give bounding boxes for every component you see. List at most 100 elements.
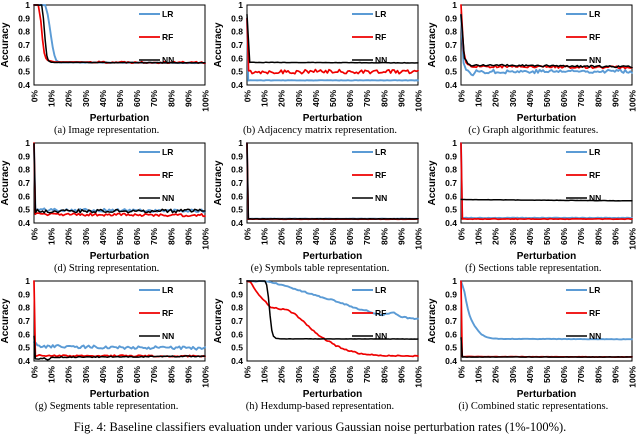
- x-tick-label: 80%: [166, 228, 176, 245]
- x-tick-label: 70%: [576, 90, 586, 107]
- y-tick-label: 1: [25, 138, 30, 148]
- y-axis-label: Accuracy: [213, 298, 224, 343]
- chart-f: 1 0.9 0.8 0.7 0.6 0.5 0.4 0% 10% 20% 30% 40% 50% 60% 7…: [427, 138, 640, 263]
- legend-label-NN: NN: [375, 331, 387, 341]
- x-tick-label: 60%: [132, 228, 142, 245]
- plot-border: [33, 4, 206, 86]
- subplot-g: 1 0.9 0.8 0.7 0.6 0.5 0.4 0% 10% 20% 30% 40% 50% 60% 7…: [0, 276, 213, 414]
- y-tick-label: 0.5: [18, 205, 30, 215]
- subplot-caption-h: (h) Hexdump-based representation.: [245, 401, 395, 412]
- y-tick-label: 0.5: [445, 205, 457, 215]
- x-axis-label: Perturbation: [516, 251, 575, 262]
- y-axis-label: Accuracy: [0, 160, 11, 205]
- y-tick-label: 0.7: [232, 40, 244, 50]
- y-tick-label: 0.9: [445, 289, 457, 299]
- series-RF-line: [246, 17, 420, 75]
- x-tick-label: 90%: [183, 228, 193, 245]
- series-LR-line: [33, 4, 206, 65]
- legend-label-NN: NN: [375, 193, 387, 203]
- x-tick-label: 80%: [166, 366, 176, 383]
- x-tick-label: 30%: [294, 228, 304, 245]
- y-tick-label: 0.8: [445, 27, 457, 37]
- x-tick-label: 30%: [507, 228, 517, 245]
- x-tick-label: 70%: [363, 228, 373, 245]
- y-tick-label: 0.5: [445, 343, 457, 353]
- y-tick-label: 0.5: [232, 67, 244, 77]
- subplot-d: 1 0.9 0.8 0.7 0.6 0.5 0.4 0% 10% 20% 30% 40% 50% 60% 7…: [0, 138, 213, 276]
- subplot-caption-c: (c) Graph algorithmic features.: [468, 125, 599, 136]
- series-NN-line: [246, 142, 420, 220]
- chart-svg: 1 0.9 0.8 0.7 0.6 0.5 0.40% 10% 20% 30% 40% 50% 60% 7…: [0, 276, 211, 400]
- x-tick-label: 40%: [98, 228, 108, 245]
- x-tick-label: 100%: [414, 366, 424, 388]
- x-tick-label: 70%: [363, 90, 373, 107]
- subplot-i: 1 0.9 0.8 0.7 0.6 0.5 0.4 0% 10% 20% 30% 40% 50% 60% 7…: [427, 276, 640, 414]
- x-tick-label: 10%: [47, 228, 57, 245]
- series-NN-line: [459, 14, 633, 69]
- series-RF-line: [246, 280, 420, 358]
- series-LR-line: [246, 142, 420, 220]
- series-NN-line: [33, 143, 206, 214]
- y-tick-label: 0.9: [445, 151, 457, 161]
- legend-label-RF: RF: [589, 170, 600, 180]
- y-tick-label: 1: [25, 276, 30, 286]
- x-tick-label: 100%: [201, 228, 211, 250]
- subplot-grid: 1 0.9 0.8 0.7 0.6 0.5 0.4 0% 10% 20% 30% 40% 50% 60% 7…: [0, 0, 640, 414]
- y-tick-label: 0.6: [232, 53, 244, 63]
- subplot-caption-b: (b) Adjacency matrix representation.: [243, 125, 397, 136]
- series-NN-line: [459, 337, 633, 358]
- y-tick-label: 1: [239, 276, 244, 286]
- y-tick-label: 0.9: [445, 13, 457, 23]
- x-tick-label: 50%: [328, 228, 338, 245]
- x-axis-label: Perturbation: [516, 389, 575, 400]
- y-tick-label: 0.9: [232, 289, 244, 299]
- x-axis-label: Perturbation: [303, 113, 362, 124]
- x-tick-label: 60%: [132, 90, 142, 107]
- subplot-b: 1 0.9 0.8 0.7 0.6 0.5 0.4 0% 10% 20% 30% 40% 50% 60% 7…: [213, 0, 426, 138]
- x-tick-label: 60%: [345, 366, 355, 383]
- x-tick-label: 0%: [243, 90, 253, 103]
- x-tick-label: 50%: [542, 90, 552, 107]
- plot-border: [246, 142, 419, 224]
- x-tick-label: 100%: [627, 90, 637, 112]
- series-LR-line: [246, 280, 420, 321]
- y-tick-label: 0.7: [232, 316, 244, 326]
- chart-a: 1 0.9 0.8 0.7 0.6 0.5 0.4 0% 10% 20% 30% 40% 50% 60% 7…: [0, 0, 213, 125]
- subplot-caption-a: (a) Image representation.: [54, 125, 160, 136]
- y-tick-label: 0.7: [445, 178, 457, 188]
- chart-i: 1 0.9 0.8 0.7 0.6 0.5 0.4 0% 10% 20% 30% 40% 50% 60% 7…: [427, 276, 640, 401]
- x-tick-label: 10%: [260, 366, 270, 383]
- subplot-caption-d: (d) String representation.: [54, 263, 160, 274]
- x-tick-label: 70%: [149, 228, 159, 245]
- y-tick-label: 0.9: [18, 289, 30, 299]
- series-RF-line: [459, 280, 633, 358]
- legend-label-NN: NN: [589, 193, 601, 203]
- y-tick-label: 0.8: [232, 27, 244, 37]
- chart-c: 1 0.9 0.8 0.7 0.6 0.5 0.4 0% 10% 20% 30% 40% 50% 60% 7…: [427, 0, 640, 125]
- y-tick-label: 0.4: [232, 356, 244, 366]
- x-tick-label: 80%: [166, 90, 176, 107]
- y-tick-label: 0.4: [232, 218, 244, 228]
- x-tick-label: 10%: [473, 90, 483, 107]
- chart-svg: 1 0.9 0.8 0.7 0.6 0.5 0.40% 10% 20% 30% 40% 50% 60% 7…: [213, 276, 424, 400]
- y-axis-label: Accuracy: [213, 22, 224, 67]
- x-tick-label: 0%: [30, 366, 40, 379]
- x-tick-label: 30%: [294, 366, 304, 383]
- x-tick-label: 60%: [559, 366, 569, 383]
- x-tick-label: 90%: [397, 228, 407, 245]
- legend-label-LR: LR: [589, 9, 600, 19]
- x-tick-label: 90%: [183, 90, 193, 107]
- x-tick-label: 90%: [183, 366, 193, 383]
- y-axis-label: Accuracy: [427, 298, 438, 343]
- y-tick-label: 0.8: [232, 303, 244, 313]
- y-tick-label: 0.9: [232, 151, 244, 161]
- y-tick-label: 0.8: [18, 303, 30, 313]
- y-tick-label: 1: [239, 138, 244, 148]
- chart-b: 1 0.9 0.8 0.7 0.6 0.5 0.4 0% 10% 20% 30% 40% 50% 60% 7…: [213, 0, 426, 125]
- x-tick-label: 30%: [81, 228, 91, 245]
- y-tick-label: 0.8: [232, 165, 244, 175]
- x-tick-label: 60%: [559, 90, 569, 107]
- y-tick-label: 0.4: [232, 80, 244, 90]
- y-tick-label: 0.5: [445, 67, 457, 77]
- series-NN-line: [459, 198, 633, 202]
